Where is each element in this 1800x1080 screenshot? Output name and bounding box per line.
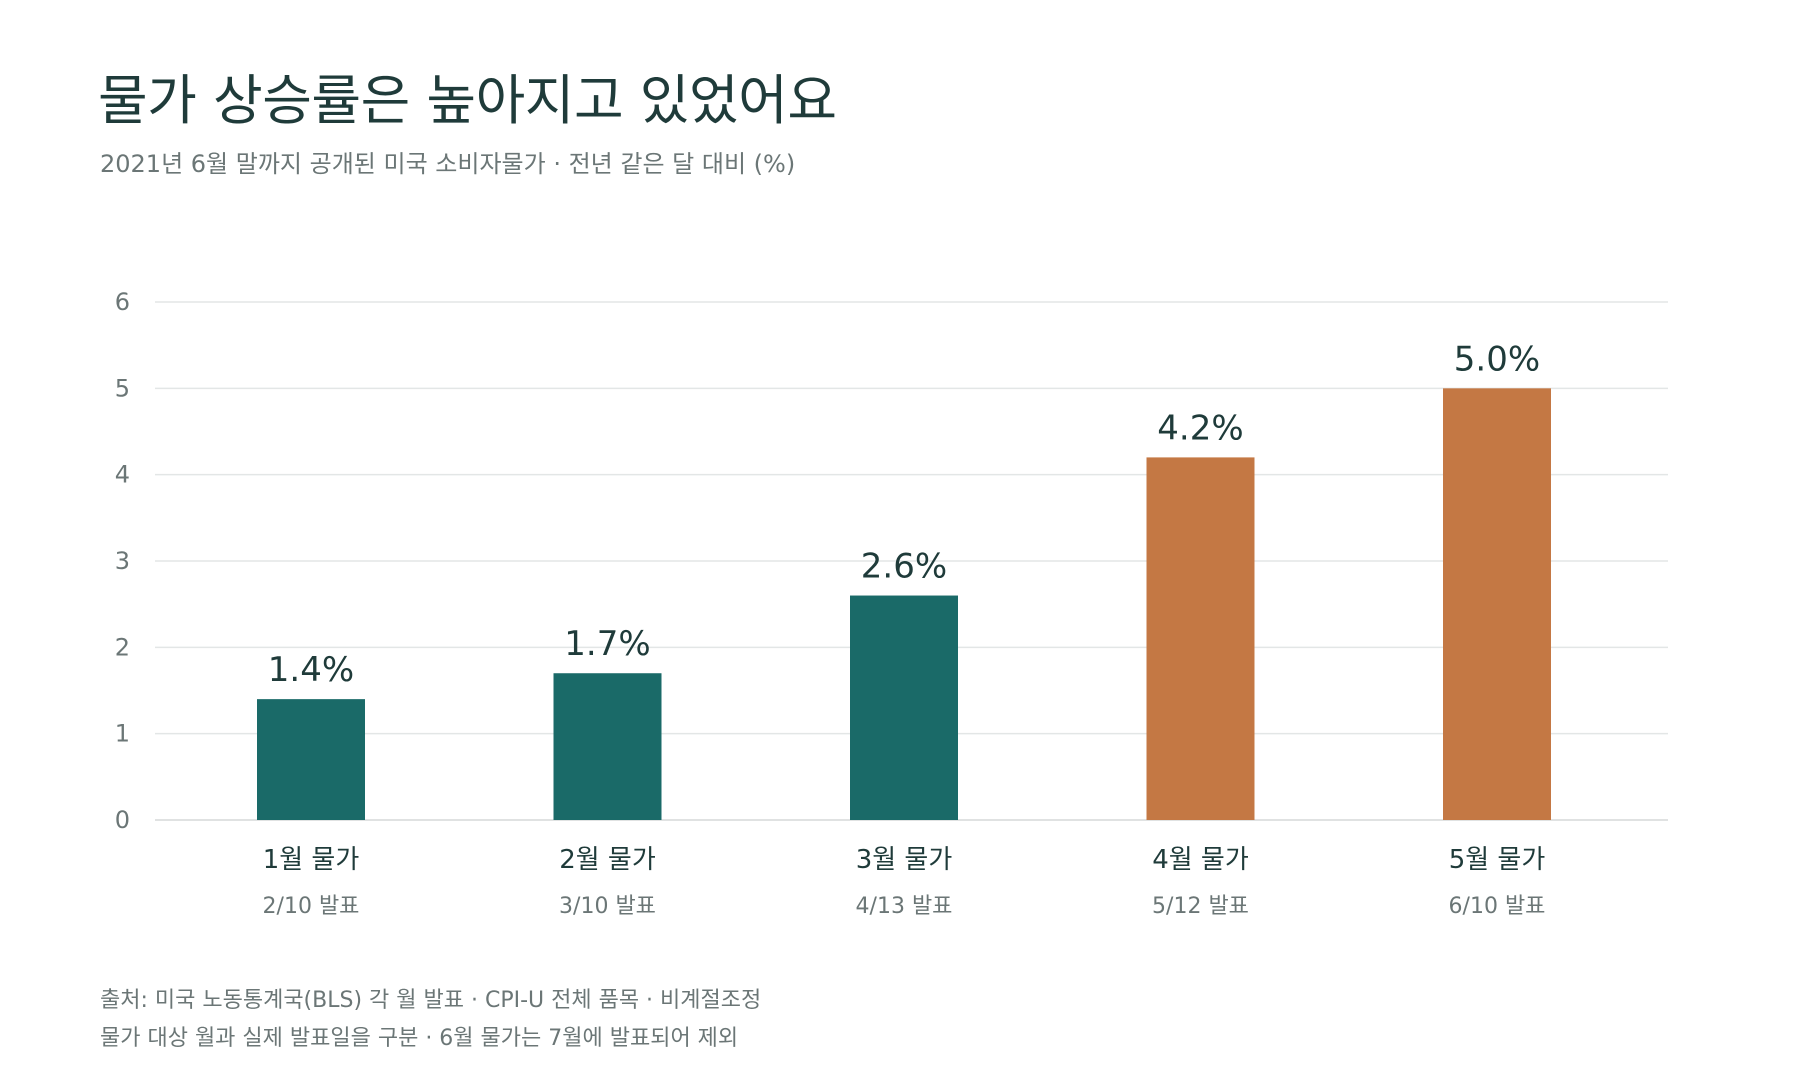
x-tick-label: 1월 물가 — [263, 845, 360, 875]
x-tick-label: 2월 물가 — [559, 845, 656, 875]
bar — [1146, 457, 1255, 820]
bar-chart: 0 1 2 3 4 5 6 1.4% 1월 물가 2/10 발표 1.7% 2월 물가 3/10 발표 2… — [115, 288, 1668, 919]
y-tick-label: 4 — [115, 461, 130, 489]
footnote-source: 출처: 미국 노동통계국(BLS) 각 월 발표 · CPI-U 전체 품목 ·… — [100, 988, 762, 1013]
x-tick-sublabel: 5/12 발표 — [1152, 894, 1249, 919]
data-label: 1.7% — [564, 624, 650, 664]
y-tick-label: 1 — [115, 720, 130, 748]
footnote-note: 물가 대상 월과 실제 발표일을 구분 · 6월 물가는 7월에 발표되어 제외 — [100, 1026, 739, 1051]
chart-title: 물가 상승률은 높아지고 있었어요 — [98, 69, 837, 132]
y-tick-label: 0 — [115, 806, 130, 834]
data-label: 1.4% — [268, 650, 354, 690]
x-tick-sublabel: 3/10 발표 — [559, 894, 656, 919]
bar — [257, 699, 365, 820]
bar — [1443, 388, 1551, 820]
chart-subtitle: 2021년 6월 말까지 공개된 미국 소비자물가 · 전년 같은 달 대비 (… — [100, 150, 796, 178]
data-label: 4.2% — [1157, 408, 1243, 448]
x-tick-label: 4월 물가 — [1152, 845, 1249, 875]
bar — [850, 595, 958, 820]
y-tick-label: 5 — [115, 374, 130, 402]
x-tick-label: 5월 물가 — [1449, 845, 1546, 875]
x-tick-label: 3월 물가 — [856, 845, 953, 875]
y-tick-label: 3 — [115, 547, 130, 575]
y-tick-label: 2 — [115, 633, 130, 661]
x-tick-sublabel: 2/10 발표 — [263, 894, 360, 919]
y-tick-label: 6 — [115, 288, 130, 316]
data-label: 5.0% — [1454, 339, 1540, 379]
bar — [553, 673, 662, 820]
x-tick-sublabel: 6/10 발표 — [1449, 894, 1546, 919]
footnotes: 출처: 미국 노동통계국(BLS) 각 월 발표 · CPI-U 전체 품목 ·… — [100, 982, 761, 1058]
x-tick-sublabel: 4/13 발표 — [856, 894, 953, 919]
data-label: 2.6% — [861, 547, 947, 587]
